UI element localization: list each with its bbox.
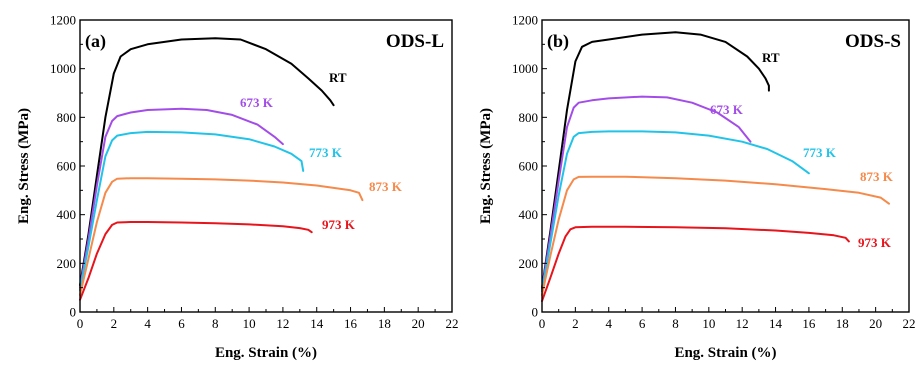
y-tick-label: 200 [519,256,539,271]
series-label: 773 K [803,145,837,160]
y-tick-label: 400 [57,207,77,222]
series-label: 873 K [860,169,894,184]
x-tick-label: 12 [736,316,749,331]
x-tick-label: 4 [144,316,151,331]
series-line-673k [541,95,752,290]
y-tick-label: 600 [519,159,539,174]
x-tick-label: 14 [769,316,783,331]
series-label: 873 K [369,179,403,194]
panel-a-label: (a) [85,31,106,52]
x-tick-label: 20 [869,316,882,331]
x-tick-label: 0 [539,316,546,331]
series-line-rt [541,31,770,289]
y-tick-label: 800 [519,110,539,125]
series-label: 773 K [309,145,343,160]
y-tick-label: 800 [57,110,77,125]
x-tick-label: 8 [212,316,219,331]
series-line-773k [541,130,810,293]
x-tick-label: 16 [344,316,358,331]
series-line-873k [79,177,364,296]
y-tick-label: 0 [70,305,77,320]
y-tick-label: 1000 [512,61,538,76]
y-tick-label: 200 [57,256,77,271]
x-tick-label: 10 [243,316,256,331]
series-label: RT [329,70,347,85]
x-tick-label: 2 [111,316,118,331]
panel-b: 0 2 4 6 8 10 12 14 16 18 20 22 0 200 400 600 800 1000 120… [478,13,916,362]
y-tick-label: 0 [532,305,539,320]
series-label: RT [762,50,780,65]
y-axis-label-a: Eng. Stress (MPa) [16,108,32,224]
panel-b-title: ODS-S [845,31,901,52]
x-tick-label: 8 [672,316,679,331]
panel-a-title: ODS-L [386,31,444,52]
x-tick-label: 16 [802,316,816,331]
x-tick-label: 4 [605,316,612,331]
x-tick-label: 2 [572,316,579,331]
plot-frame-a [79,19,453,313]
y-axis-label-b: Eng. Stress (MPa) [478,108,494,224]
x-tick-label: 10 [702,316,715,331]
x-tick-label: 6 [639,316,646,331]
x-tick-label: 18 [836,316,849,331]
y-tick-label: 1000 [50,61,76,76]
series-line-873k [541,175,890,296]
x-tick-label: 22 [903,316,916,331]
x-tick-label: 0 [77,316,84,331]
series-label: 973 K [322,217,356,232]
x-tick-label: 6 [178,316,185,331]
x-axis-label-a: Eng. Strain (%) [215,345,317,361]
series-line-673k [79,107,284,289]
panel-a: 0 2 4 6 8 10 12 14 16 18 20 22 0 200 400 600 800 1000 120… [16,13,459,362]
y-tick-label: 1200 [512,13,538,28]
series-line-973k [79,221,313,301]
series-label: 673 K [240,95,274,110]
plot-frame-b [541,19,910,313]
y-tick-label: 400 [519,207,539,222]
series-label: 673 K [710,102,744,117]
x-tick-label: 14 [310,316,324,331]
x-tick-label: 20 [412,316,425,331]
y-tick-label: 600 [57,159,77,174]
x-tick-label: 12 [276,316,289,331]
series-label: 973 K [858,235,892,250]
x-tick-label: 22 [446,316,459,331]
y-tick-label: 1200 [50,13,76,28]
series-line-773k [79,130,305,292]
panel-b-label: (b) [547,31,569,52]
x-tick-label: 18 [378,316,391,331]
x-axis-label-b: Eng. Strain (%) [674,345,776,361]
series-line-rt [79,37,335,287]
series-line-973k [541,225,850,303]
